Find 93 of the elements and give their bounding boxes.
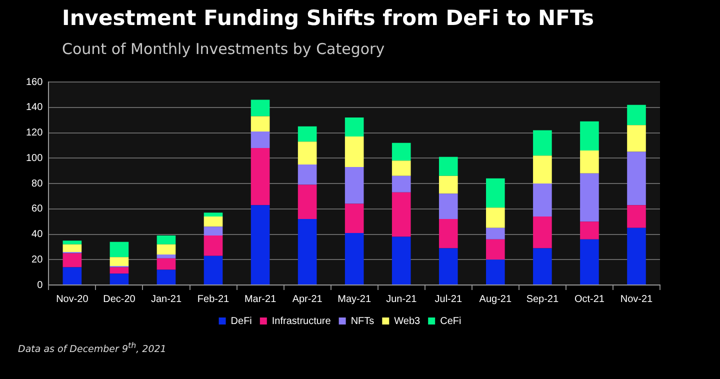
bar <box>486 239 505 260</box>
bar <box>627 205 646 228</box>
x-tick-label: Jan-21 <box>150 294 182 305</box>
bar <box>62 253 82 268</box>
bar <box>344 136 364 168</box>
bar <box>627 152 646 206</box>
y-tick-label: 160 <box>26 76 44 88</box>
legend-label: CeFi <box>440 316 462 327</box>
legend-label: Web3 <box>394 316 421 327</box>
bar <box>110 257 129 266</box>
bar <box>392 176 411 192</box>
bar <box>627 228 646 284</box>
bar <box>392 160 411 176</box>
bar <box>580 173 599 222</box>
x-tick-label: Nov-20 <box>56 294 89 305</box>
y-tick-label: 40 <box>32 229 44 240</box>
bar <box>62 267 82 284</box>
bar <box>392 142 411 161</box>
chart-subtitle: Count of Monthly Investments by Category <box>62 40 385 58</box>
bar <box>438 194 458 220</box>
bar <box>580 222 599 240</box>
bar <box>204 212 223 216</box>
text: Data as of December 9$^{th}$, 2021 <box>18 340 166 356</box>
bar <box>344 204 364 233</box>
chart-title: Investment Funding Shifts from DeFi to NFTs <box>62 6 594 30</box>
bar <box>392 192 411 237</box>
bar <box>344 167 364 204</box>
bar <box>204 216 223 227</box>
legend-label: NFTs <box>350 316 374 327</box>
y-tick-label: 100 <box>26 152 44 164</box>
bar <box>486 228 505 240</box>
bar <box>298 142 317 164</box>
y-tick-label: 140 <box>26 102 44 114</box>
y-tick-label: 20 <box>32 254 44 266</box>
x-tick-label: Mar-21 <box>244 294 277 305</box>
bar <box>156 244 176 255</box>
y-tick-label: 60 <box>32 204 44 215</box>
bar <box>344 118 364 137</box>
x-tick-label: Aug-21 <box>479 294 512 305</box>
bar <box>204 236 223 256</box>
x-tick-label: Dec-20 <box>103 294 136 305</box>
bar <box>156 254 176 258</box>
bar <box>627 104 646 126</box>
bar <box>250 100 270 116</box>
bar <box>438 248 458 284</box>
y-tick-label: 80 <box>32 178 44 190</box>
bar <box>156 258 176 270</box>
bar <box>298 219 317 284</box>
bar <box>298 164 317 185</box>
bar <box>250 205 270 284</box>
bar <box>580 239 599 284</box>
bar <box>110 242 129 258</box>
bar <box>62 240 82 244</box>
bar <box>392 236 411 284</box>
x-tick-label: Apr-21 <box>292 294 323 305</box>
bar <box>110 267 129 274</box>
bar <box>298 126 317 142</box>
x-tick-label: Oct-21 <box>574 294 605 305</box>
bar <box>533 248 552 284</box>
bar <box>438 156 458 176</box>
x-tick-label: Feb-21 <box>197 294 230 305</box>
bar <box>156 270 176 284</box>
bar <box>580 150 599 174</box>
bar <box>580 121 599 151</box>
bar <box>298 184 317 220</box>
bar <box>250 131 270 148</box>
y-tick-label: 120 <box>26 128 44 138</box>
x-tick-label: Jul-21 <box>434 294 462 305</box>
bar <box>110 274 129 284</box>
x-tick-label: Sep-21 <box>526 294 559 305</box>
bar <box>344 232 364 284</box>
x-tick-label: Jun-21 <box>386 294 418 305</box>
bar <box>486 178 505 208</box>
bar <box>62 244 82 252</box>
bar <box>204 256 223 284</box>
bar <box>486 208 505 228</box>
bar <box>486 260 505 284</box>
bar <box>156 236 176 244</box>
bar <box>204 226 223 236</box>
bar <box>627 125 646 152</box>
x-tick-label: May-21 <box>338 294 372 305</box>
bar <box>438 219 458 248</box>
legend-label: Infrastructure <box>272 316 332 327</box>
bar <box>250 148 270 206</box>
x-tick-label: Nov-21 <box>620 294 654 305</box>
bar <box>533 130 552 156</box>
legend-label: DeFi <box>230 316 252 327</box>
bar <box>250 116 270 132</box>
bar <box>438 176 458 194</box>
bar <box>533 216 552 248</box>
bar <box>533 156 552 184</box>
bar <box>533 184 552 216</box>
y-tick-label: 0 <box>37 280 44 291</box>
